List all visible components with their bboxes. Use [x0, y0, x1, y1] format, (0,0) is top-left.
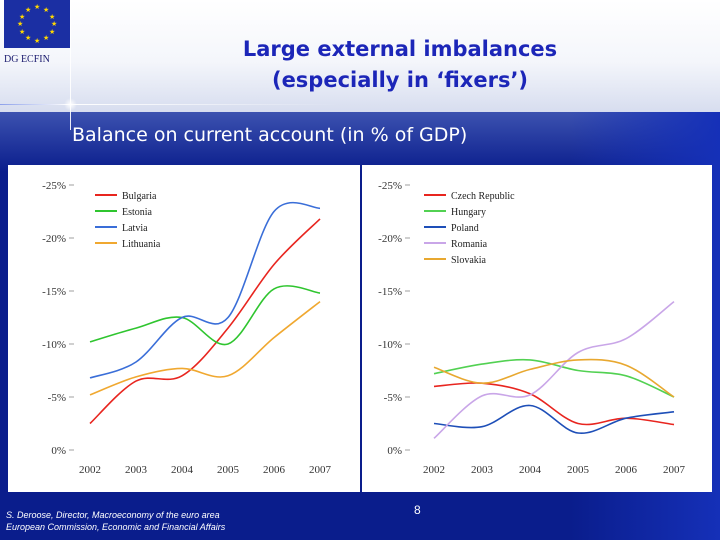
series-line-bulgaria [89, 218, 321, 425]
x-tick-label: 2002 [423, 464, 445, 476]
y-tick-label: -5% [384, 392, 402, 404]
x-tick-label: 2007 [309, 464, 332, 476]
legend-label: Czech Republic [451, 191, 515, 202]
star-icon: ★ [51, 20, 58, 28]
page-number: 8 [414, 503, 421, 517]
y-tick-label: -20% [378, 233, 402, 245]
x-tick-label: 2004 [519, 464, 542, 476]
footer-line-2: European Commission, Economic and Financ… [6, 522, 226, 532]
footer-credit: S. Deroose, Director, Macroeconomy of th… [6, 509, 225, 533]
y-tick-label: -20% [42, 233, 66, 245]
star-icon: ★ [34, 3, 41, 11]
chart-baltics: -25% -20% -15% -10% -5% 0% 2002 2003 2004 2005 200… [42, 180, 332, 476]
star-icon: ★ [25, 6, 32, 14]
x-tick-label: 2003 [471, 464, 494, 476]
y-tick-label: 0% [51, 445, 66, 457]
x-tick-label: 2006 [615, 464, 638, 476]
chart-panel-left: -25% -20% -15% -10% -5% 0% 2002 2003 2004 2005 200… [8, 165, 360, 492]
chart-subtitle: Balance on current account (in % of GDP) [72, 124, 468, 146]
header-background [0, 0, 720, 112]
decorative-divider [0, 104, 340, 105]
series-line-hungary [433, 358, 675, 398]
series-line-poland [433, 404, 675, 434]
title-line-1: Large external imbalances [242, 37, 558, 61]
decorative-glow [64, 98, 77, 111]
star-icon: ★ [19, 28, 26, 36]
star-icon: ★ [43, 6, 50, 14]
series-line-estonia [89, 285, 321, 346]
chart-cee: -25% -20% -15% -10% -5% 0% 2002 2003 2004 2005 200… [378, 180, 686, 476]
x-tick-label: 2006 [263, 464, 286, 476]
legend-label: Slovakia [451, 255, 487, 266]
legend-label: Latvia [122, 223, 148, 234]
title-line-2: (especially in ‘fixers’) [271, 68, 529, 92]
series-line-latvia [89, 201, 321, 379]
star-icon: ★ [49, 13, 56, 21]
x-tick-label: 2004 [171, 464, 194, 476]
y-tick-label: -10% [42, 339, 66, 351]
legend-label: Hungary [451, 207, 486, 218]
star-icon: ★ [25, 34, 32, 42]
series-line-lithuania [89, 300, 321, 396]
decorative-divider [70, 0, 71, 130]
y-tick-label: -15% [378, 286, 402, 298]
y-tick-label: -5% [48, 392, 66, 404]
x-tick-label: 2005 [567, 464, 590, 476]
legend-label: Lithuania [122, 239, 161, 250]
footer-line-1: S. Deroose, Director, Macroeconomy of th… [6, 510, 220, 520]
x-tick-label: 2002 [79, 464, 101, 476]
y-tick-label: -15% [42, 286, 66, 298]
x-tick-label: 2005 [217, 464, 240, 476]
org-label: DG ECFIN [4, 54, 50, 65]
y-tick-label: 0% [387, 445, 402, 457]
legend-label: Poland [451, 223, 479, 234]
series-line-romania [433, 300, 675, 439]
page-title: Large external imbalances (especially in… [180, 34, 620, 96]
x-tick-label: 2007 [663, 464, 686, 476]
legend-label: Romania [451, 239, 488, 250]
eu-flag-logo: ★ ★ ★ ★ ★ ★ ★ ★ ★ ★ ★ ★ [4, 0, 70, 48]
x-tick-label: 2003 [125, 464, 148, 476]
star-icon: ★ [43, 34, 50, 42]
y-tick-label: -25% [42, 180, 66, 192]
y-tick-label: -25% [378, 180, 402, 192]
series-line-slovakia [433, 358, 675, 398]
y-tick-label: -10% [378, 339, 402, 351]
star-icon: ★ [49, 28, 56, 36]
star-icon: ★ [34, 37, 41, 45]
legend-label: Bulgaria [122, 191, 157, 202]
star-icon: ★ [17, 20, 24, 28]
star-icon: ★ [19, 13, 26, 21]
legend-label: Estonia [122, 207, 153, 218]
chart-panel-right: -25% -20% -15% -10% -5% 0% 2002 2003 2004 2005 200… [362, 165, 712, 492]
